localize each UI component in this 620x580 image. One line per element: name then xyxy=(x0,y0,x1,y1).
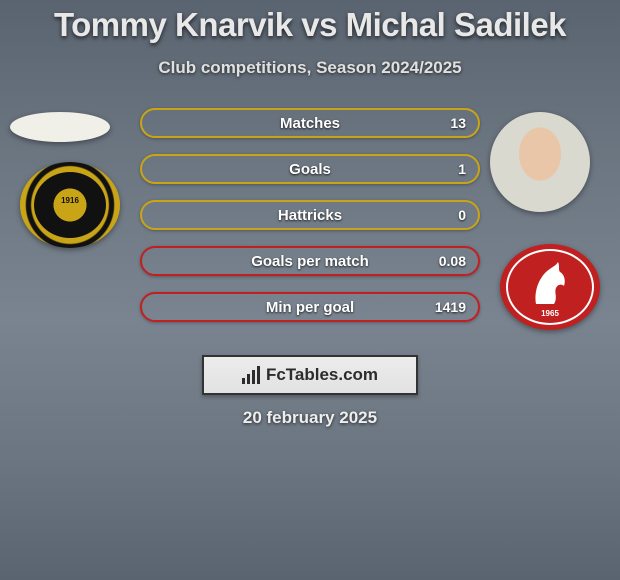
stat-row: Matches13 xyxy=(140,108,480,138)
club-badge-left: 1916 xyxy=(20,162,120,248)
subtitle: Club competitions, Season 2024/2025 xyxy=(0,58,620,78)
brand-box[interactable]: FcTables.com xyxy=(202,355,418,395)
comparison-panel: 1916 1965 Matches13 Goals1 Hattricks0 Goals… xyxy=(0,104,620,344)
stat-rows: Matches13 Goals1 Hattricks0 Goals per match… xyxy=(140,108,480,338)
stat-label: Matches xyxy=(142,115,478,132)
stat-label: Min per goal xyxy=(142,299,478,316)
stat-value-right: 0 xyxy=(458,207,466,223)
page-title: Tommy Knarvik vs Michal Sadilek xyxy=(0,0,620,44)
club-badge-right: 1965 xyxy=(500,244,600,330)
brand-text: FcTables.com xyxy=(266,365,378,385)
stat-row: Min per goal1419 xyxy=(140,292,480,322)
stat-label: Goals xyxy=(142,161,478,178)
stat-value-right: 1419 xyxy=(435,299,466,315)
stat-row: Goals per match0.08 xyxy=(140,246,480,276)
stat-label: Hattricks xyxy=(142,207,478,224)
bars-icon xyxy=(242,366,260,384)
horse-icon xyxy=(528,258,572,308)
player-right-avatar xyxy=(490,112,590,212)
stat-value-right: 13 xyxy=(450,115,466,131)
date-line: 20 february 2025 xyxy=(0,408,620,428)
stat-row: Hattricks0 xyxy=(140,200,480,230)
player-left-avatar xyxy=(10,112,110,142)
stat-label: Goals per match xyxy=(142,253,478,270)
club-left-year: 1916 xyxy=(20,196,120,205)
stat-value-right: 0.08 xyxy=(439,253,466,269)
stat-value-right: 1 xyxy=(458,161,466,177)
stat-row: Goals1 xyxy=(140,154,480,184)
club-right-year: 1965 xyxy=(500,309,600,318)
